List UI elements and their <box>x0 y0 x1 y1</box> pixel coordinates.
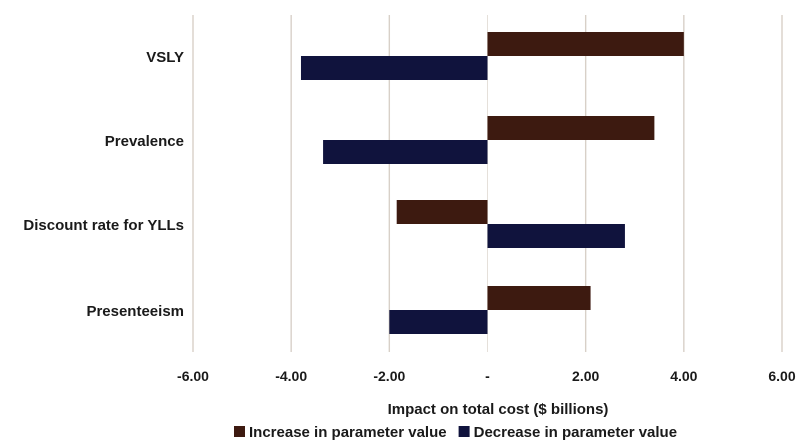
category-label: Prevalence <box>105 133 184 150</box>
category-label: VSLY <box>146 49 184 66</box>
x-tick-label: -2.00 <box>373 368 405 384</box>
bar-decrease-vsly <box>300 56 488 80</box>
x-tick-labels: -6.00 -4.00 -2.00-2.00 4.00 6.00 <box>177 368 796 384</box>
legend-label-increase: Increase in parameter value <box>249 424 447 441</box>
bar-decrease-presenteeism <box>389 310 488 334</box>
x-tick-label: 6.00 <box>768 368 795 384</box>
legend-swatch-increase <box>234 426 245 437</box>
bar-increase-prevalence <box>487 116 655 140</box>
category-labels: VSLY Prevalence Discount rate for YLLs Pres… <box>23 49 184 320</box>
x-tick-label: - <box>485 368 490 384</box>
legend-swatch-decrease <box>458 426 470 437</box>
x-tick-label: 4.00 <box>670 368 697 384</box>
category-label: Discount rate for YLLs <box>23 217 184 234</box>
x-tick-label: -4.00 <box>275 368 307 384</box>
category-label: Presenteeism <box>86 303 184 320</box>
x-tick-label: 2.00 <box>572 368 599 384</box>
bar-increase-discount-rate-for-ylls <box>396 200 488 224</box>
bar-decrease-discount-rate-for-ylls <box>487 224 625 248</box>
bars <box>300 32 684 334</box>
x-tick-label: -6.00 <box>177 368 209 384</box>
bar-increase-presenteeism <box>487 286 591 310</box>
legend-label-decrease: Decrease in parameter value <box>474 424 677 441</box>
bar-increase-vsly <box>487 32 684 56</box>
legend: Increase in parameter value Decrease in p… <box>234 424 677 441</box>
bar-decrease-prevalence <box>323 140 488 164</box>
x-axis-title: Impact on total cost ($ billions) <box>388 401 609 418</box>
